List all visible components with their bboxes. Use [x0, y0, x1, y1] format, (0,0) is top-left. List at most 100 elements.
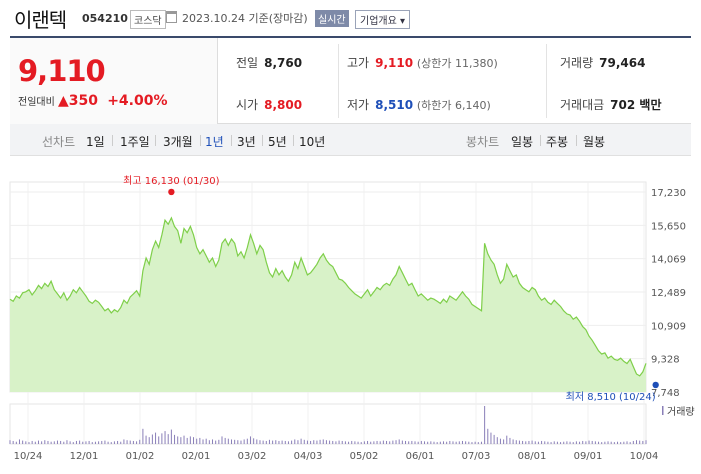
low-marker [652, 381, 659, 389]
volume-bar [572, 442, 574, 444]
volume-bar [69, 441, 71, 444]
volume-bar [354, 441, 356, 444]
tab-separator [262, 135, 263, 146]
volume-bar [604, 441, 606, 444]
volume-bar [313, 440, 315, 444]
volume-bar [50, 441, 52, 444]
tab-1w[interactable]: 1주일 [120, 135, 150, 149]
tab-separator [540, 135, 541, 146]
tab-weekly-candle[interactable]: 주봉 [546, 135, 569, 149]
quote-date: 2023.10.24 기준(장마감) [182, 12, 308, 25]
volume-bar [585, 441, 587, 444]
divider [546, 44, 547, 118]
volume-bar [221, 436, 223, 444]
volume-bar [620, 442, 622, 444]
volume-bar [253, 438, 255, 444]
tab-3m[interactable]: 3개월 [163, 135, 193, 149]
volume-bar [155, 432, 157, 444]
volume-bar [60, 440, 62, 444]
volume-bar [477, 442, 479, 444]
volume-bar [151, 434, 153, 444]
tab-separator [112, 135, 113, 146]
volume-bar [294, 439, 296, 444]
volume-bar [512, 439, 514, 444]
volume-bar [335, 441, 337, 444]
volume-bar [515, 440, 517, 444]
tab-1y[interactable]: 1년 [205, 135, 224, 149]
prev-close-label: 전일 [236, 56, 259, 70]
price-line [9, 216, 647, 377]
volume-bar [246, 438, 248, 444]
volume-bar [72, 442, 74, 444]
volume-bar [15, 441, 17, 444]
volume-bar [468, 441, 470, 444]
volume-bar [129, 440, 131, 444]
low-value: 8,510 [375, 98, 414, 112]
high-annotation: 최고 16,130 (01/30) [123, 175, 219, 187]
tab-3y[interactable]: 3년 [237, 135, 256, 149]
volume-bar [53, 441, 55, 444]
volume-bar [645, 440, 647, 444]
volume-bar [85, 441, 87, 444]
x-tick-label: 08/01 [518, 451, 547, 462]
volume-bar [139, 439, 141, 444]
high-cell: 고가 9,110 (상한가 11,380) [347, 54, 498, 71]
volume-bar [208, 440, 210, 444]
change-label: 전일대비 [18, 97, 55, 108]
volume-bar [518, 440, 520, 444]
low-cell: 저가 8,510 (하한가 6,140) [347, 96, 491, 113]
volume-bar [329, 440, 331, 444]
volume-bar [268, 439, 270, 444]
open-value: 8,800 [264, 98, 303, 112]
volume-bar [499, 438, 501, 444]
tab-1d[interactable]: 1일 [86, 135, 105, 149]
volume-legend-label: 거래량 [667, 406, 695, 418]
amount-cell: 거래대금 702 백만 [560, 96, 661, 113]
y-tick-label: 17,230 [651, 188, 686, 199]
tab-separator [231, 135, 232, 146]
volume-bar [110, 442, 112, 444]
volume-bar [367, 440, 369, 444]
x-tick-label: 10/04 [630, 451, 659, 462]
change-row: 전일대비 ▲350 +4.00% [18, 93, 168, 109]
stock-header: 이랜텍 054210 코스닥 2023.10.24 기준(장마감) 실시간 기업… [0, 0, 701, 36]
volume-bar [284, 440, 286, 444]
x-tick-label: 07/03 [462, 451, 491, 462]
volume-bar [626, 441, 628, 444]
tab-daily-candle[interactable]: 일봉 [511, 135, 534, 149]
volume-bar [430, 441, 432, 444]
volume-bar [610, 441, 612, 444]
company-overview-dropdown[interactable]: 기업개요 ▾ [355, 10, 410, 29]
tab-5y[interactable]: 5년 [268, 135, 287, 149]
realtime-button[interactable]: 실시간 [315, 10, 349, 27]
volume-bar [395, 440, 397, 444]
tab-10y[interactable]: 10년 [299, 135, 326, 149]
x-tick-label: 06/01 [406, 451, 435, 462]
volume-bar [18, 439, 20, 444]
volume-bar [291, 440, 293, 444]
volume-bar [230, 439, 232, 444]
volume-bar [91, 442, 93, 444]
volume-bar [484, 406, 486, 444]
volume-bar [525, 441, 527, 444]
volume-bar [601, 442, 603, 444]
volume-bar [142, 428, 144, 444]
volume-bar [411, 440, 413, 444]
volume-bar [224, 437, 226, 444]
volume-bar [265, 440, 267, 444]
volume-bar [414, 441, 416, 444]
volume-bar [379, 441, 381, 444]
open-label: 시가 [236, 98, 259, 112]
volume-bar [480, 441, 482, 444]
volume-bar [427, 441, 429, 444]
volume-bar [94, 441, 96, 444]
up-triangle-icon: ▲ [58, 93, 69, 109]
volume-bar [272, 440, 274, 444]
volume-bar [170, 429, 172, 444]
tab-monthly-candle[interactable]: 월봉 [583, 135, 606, 149]
volume-bar [262, 440, 264, 444]
high-marker [168, 188, 175, 196]
volume-bar [623, 441, 625, 444]
price-chart[interactable]: 17,230 15,650 14,069 12,489 10,909 9,328 7,748… [0, 156, 701, 474]
volume-bar [493, 434, 495, 444]
